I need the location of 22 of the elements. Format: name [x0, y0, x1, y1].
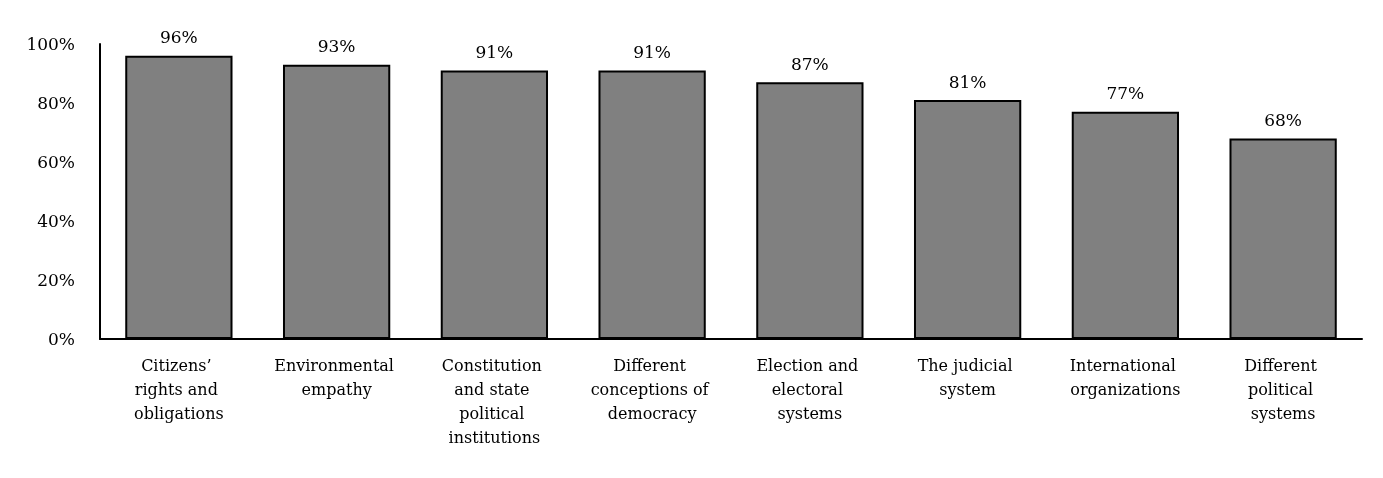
- x-tick-label: Different conceptions of democracy: [590, 355, 714, 423]
- data-label: 96%: [159, 27, 198, 48]
- x-tick-label: Environmental empathy: [274, 355, 400, 399]
- data-label: 87%: [790, 53, 829, 74]
- x-tick-label: Different political systems: [1244, 355, 1322, 423]
- data-label: 81%: [948, 71, 987, 92]
- data-label: 91%: [633, 42, 672, 63]
- x-tick-label: Citizens’ rights and obligations: [134, 355, 224, 423]
- x-tick-label: Constitution and state political institutions: [441, 355, 547, 447]
- y-tick-label: 20%: [37, 270, 75, 290]
- y-tick-label: 40%: [37, 211, 75, 231]
- data-label: 91%: [475, 42, 514, 63]
- y-tick-label: 0%: [48, 329, 75, 349]
- data-label: 93%: [317, 36, 356, 57]
- data-label: 68%: [1264, 109, 1303, 130]
- y-tick-label: 100%: [26, 34, 75, 54]
- x-tick-label: The judicial system: [917, 355, 1018, 399]
- data-label: 77%: [1106, 83, 1145, 104]
- x-tick-label: International organizations: [1069, 355, 1181, 399]
- x-tick-label: Election and electoral systems: [756, 355, 864, 423]
- y-tick-label: 80%: [37, 93, 75, 113]
- y-tick-label: 60%: [37, 152, 75, 172]
